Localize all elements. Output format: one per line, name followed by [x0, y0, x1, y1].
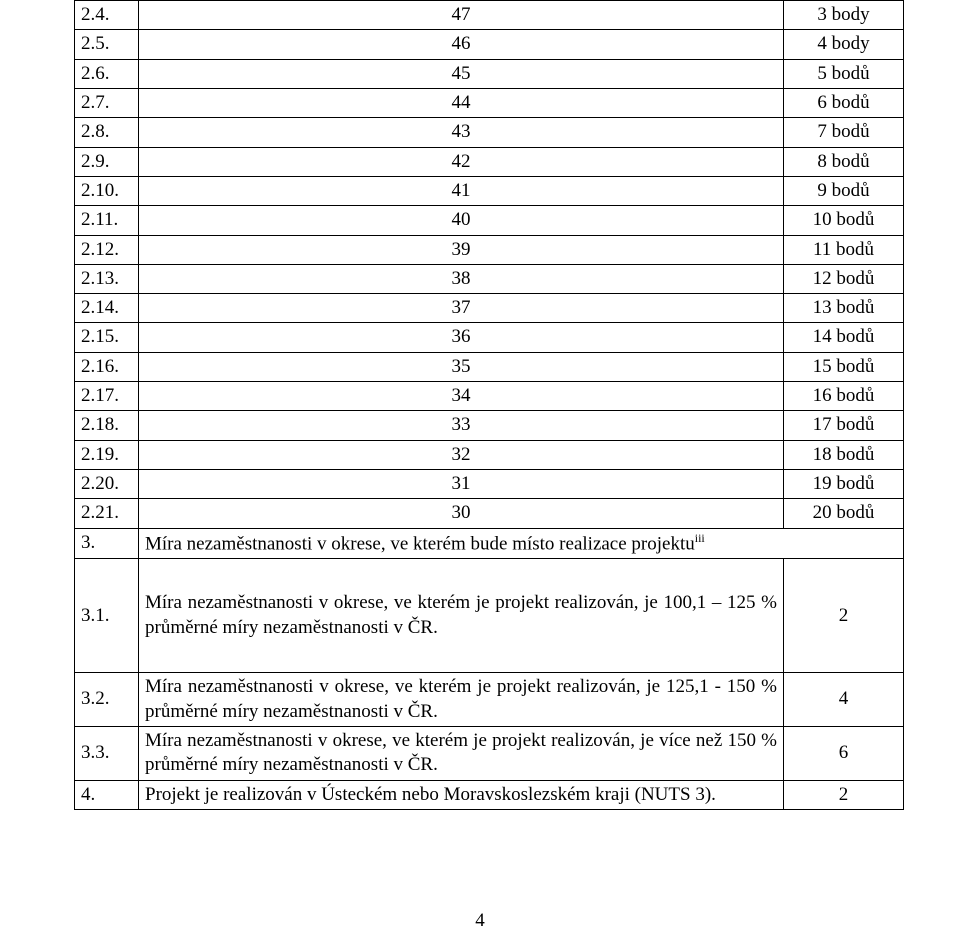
- row-right: 14 bodů: [784, 323, 904, 352]
- row-id: 2.20.: [75, 470, 139, 499]
- table-row: 2.16.3515 bodů: [75, 352, 904, 381]
- row-mid: 38: [139, 264, 784, 293]
- table-row-header: 3.Míra nezaměstnanosti v okrese, ve kter…: [75, 528, 904, 559]
- table-row: 2.17.3416 bodů: [75, 382, 904, 411]
- table-row: 4.Projekt je realizován v Ústeckém nebo …: [75, 780, 904, 809]
- row-mid: 33: [139, 411, 784, 440]
- row-id: 2.4.: [75, 1, 139, 30]
- row-text: Míra nezaměstnanosti v okrese, ve kterém…: [139, 528, 904, 559]
- table-row: 2.5.464 body: [75, 30, 904, 59]
- row-text: Míra nezaměstnanosti v okrese, ve kterém…: [139, 673, 784, 727]
- row-mid: 39: [139, 235, 784, 264]
- table-row: 2.20.3119 bodů: [75, 470, 904, 499]
- row-id: 2.6.: [75, 59, 139, 88]
- row-id: 2.10.: [75, 176, 139, 205]
- row-right: 5 bodů: [784, 59, 904, 88]
- table-row: 3.3.Míra nezaměstnanosti v okrese, ve kt…: [75, 726, 904, 780]
- row-right: 20 bodů: [784, 499, 904, 528]
- row-right: 2: [784, 780, 904, 809]
- row-mid: 36: [139, 323, 784, 352]
- table-row: 2.9.428 bodů: [75, 147, 904, 176]
- page-number: 4: [0, 910, 960, 932]
- row-mid: 42: [139, 147, 784, 176]
- table-row: 2.15.3614 bodů: [75, 323, 904, 352]
- row-right: 9 bodů: [784, 176, 904, 205]
- row-text: Míra nezaměstnanosti v okrese, ve kterém…: [139, 726, 784, 780]
- row-id: 2.14.: [75, 294, 139, 323]
- table-row: 2.8.437 bodů: [75, 118, 904, 147]
- row-mid: 31: [139, 470, 784, 499]
- row-mid: 32: [139, 440, 784, 469]
- row-mid: 41: [139, 176, 784, 205]
- row-id: 2.21.: [75, 499, 139, 528]
- table-row: 2.19.3218 bodů: [75, 440, 904, 469]
- row-right: 8 bodů: [784, 147, 904, 176]
- row-right: 4: [784, 673, 904, 727]
- row-text: Projekt je realizován v Ústeckém nebo Mo…: [139, 780, 784, 809]
- row-mid: 44: [139, 88, 784, 117]
- row-right: 6: [784, 726, 904, 780]
- row-mid: 40: [139, 206, 784, 235]
- row-right: 15 bodů: [784, 352, 904, 381]
- row-id: 3.3.: [75, 726, 139, 780]
- row-right: 3 body: [784, 1, 904, 30]
- row-right: 11 bodů: [784, 235, 904, 264]
- row-id: 2.17.: [75, 382, 139, 411]
- table-row: 2.21.3020 bodů: [75, 499, 904, 528]
- row-mid: 37: [139, 294, 784, 323]
- row-right: 4 body: [784, 30, 904, 59]
- table-row: 3.2.Míra nezaměstnanosti v okrese, ve kt…: [75, 673, 904, 727]
- row-right: 16 bodů: [784, 382, 904, 411]
- row-right: 12 bodů: [784, 264, 904, 293]
- row-id: 2.7.: [75, 88, 139, 117]
- table-row: 2.11.4010 bodů: [75, 206, 904, 235]
- row-id: 2.15.: [75, 323, 139, 352]
- row-id: 3.1.: [75, 559, 139, 673]
- footnote-ref: iii: [695, 531, 705, 545]
- row-mid: 35: [139, 352, 784, 381]
- row-right: 6 bodů: [784, 88, 904, 117]
- row-id: 2.5.: [75, 30, 139, 59]
- table-row: 3.1.Míra nezaměstnanosti v okrese, ve kt…: [75, 559, 904, 673]
- row-id: 2.19.: [75, 440, 139, 469]
- row-id: 2.8.: [75, 118, 139, 147]
- row-id: 2.11.: [75, 206, 139, 235]
- row-right: 19 bodů: [784, 470, 904, 499]
- row-mid: 34: [139, 382, 784, 411]
- row-mid: 45: [139, 59, 784, 88]
- row-mid: 46: [139, 30, 784, 59]
- table-row: 2.7.446 bodů: [75, 88, 904, 117]
- table-row: 2.13.3812 bodů: [75, 264, 904, 293]
- row-right: 2: [784, 559, 904, 673]
- row-id: 3.: [75, 528, 139, 559]
- row-right: 7 bodů: [784, 118, 904, 147]
- row-mid: 43: [139, 118, 784, 147]
- table-row: 2.14.3713 bodů: [75, 294, 904, 323]
- row-id: 2.16.: [75, 352, 139, 381]
- row-mid: 47: [139, 1, 784, 30]
- row-id: 2.9.: [75, 147, 139, 176]
- table-row: 2.18.3317 bodů: [75, 411, 904, 440]
- row-right: 10 bodů: [784, 206, 904, 235]
- criteria-table: 2.4.473 body2.5.464 body2.6.455 bodů2.7.…: [74, 0, 904, 810]
- row-text: Míra nezaměstnanosti v okrese, ve kterém…: [139, 559, 784, 673]
- row-id: 2.18.: [75, 411, 139, 440]
- row-id: 3.2.: [75, 673, 139, 727]
- table-row: 2.12.3911 bodů: [75, 235, 904, 264]
- table-row: 2.10.419 bodů: [75, 176, 904, 205]
- table-row: 2.4.473 body: [75, 1, 904, 30]
- row-id: 2.13.: [75, 264, 139, 293]
- row-mid: 30: [139, 499, 784, 528]
- row-id: 4.: [75, 780, 139, 809]
- row-right: 17 bodů: [784, 411, 904, 440]
- row-right: 18 bodů: [784, 440, 904, 469]
- row-right: 13 bodů: [784, 294, 904, 323]
- row-id: 2.12.: [75, 235, 139, 264]
- table-row: 2.6.455 bodů: [75, 59, 904, 88]
